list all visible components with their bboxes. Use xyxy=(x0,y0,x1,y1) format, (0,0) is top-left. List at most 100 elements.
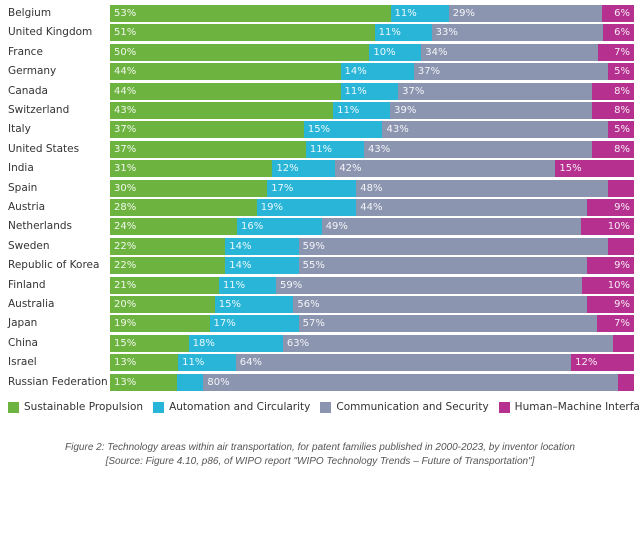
category-label: United States xyxy=(8,142,80,155)
data-label: 8% xyxy=(614,85,630,97)
bar-segment-hmi: 7% xyxy=(597,43,634,61)
data-label: 10% xyxy=(607,221,630,233)
data-label: 31% xyxy=(114,163,137,175)
bar-segment-sp: 24% xyxy=(110,218,238,236)
bar-segment-hmi: 8% xyxy=(592,102,634,119)
stacked-bar-chart: Belgium 53% 11% 29% 6% United Kingdom 51% 11% 33… xyxy=(8,5,634,391)
data-label: 57% xyxy=(302,318,325,330)
bar-row: 13% 11% 64% 12% xyxy=(110,354,634,372)
bar-segment-ac: 10% xyxy=(369,43,422,61)
legend-swatch xyxy=(320,401,332,413)
bar-segment-ac: 17% xyxy=(209,315,299,333)
data-label: 37% xyxy=(417,66,441,78)
bar-segment-sp: 13% xyxy=(110,354,179,372)
bar-row: 53% 11% 29% 6% xyxy=(110,5,634,22)
bar-row: 30% 17% 48% xyxy=(110,179,634,197)
data-label: 33% xyxy=(435,27,458,39)
data-label: 16% xyxy=(241,221,264,233)
bar-row: 13% 80% xyxy=(110,373,634,391)
category-label: Netherlands xyxy=(8,220,73,233)
category-label: Russian Federation xyxy=(8,375,108,388)
data-label: 15% xyxy=(218,299,242,310)
bar-segment-cs: 55% xyxy=(298,257,587,275)
bar-segment-cs: 43% xyxy=(382,121,608,139)
data-label: 49% xyxy=(325,221,348,233)
bar-segment-ac: 14% xyxy=(225,237,299,255)
bar-segment-ac: 15% xyxy=(214,296,294,313)
bar-segment-hmi: 7% xyxy=(597,315,634,333)
data-label: 18% xyxy=(192,337,215,349)
category-label: Germany xyxy=(8,65,57,78)
bar-row: 44% 14% 37% 5% xyxy=(110,63,634,81)
data-label: 11% xyxy=(222,279,246,291)
data-label: 21% xyxy=(114,279,137,291)
bar-row: 31% 12% 42% 15% xyxy=(110,160,634,178)
legend-item-hmi: Human–Machine Interface xyxy=(498,401,640,413)
category-label: India xyxy=(8,162,34,175)
data-label: 13% xyxy=(114,357,137,369)
data-label: 11% xyxy=(337,105,360,116)
bar-row: 15% 18% 63% xyxy=(110,334,634,352)
bar-segment-cs: 37% xyxy=(413,63,608,81)
bar-segment-hmi: 6% xyxy=(602,24,634,42)
data-label: 9% xyxy=(614,299,630,310)
bar-segment-sp: 37% xyxy=(110,121,304,139)
bar-row: 21% 11% 59% 10% xyxy=(110,276,634,294)
bar-segment-ac: 11% xyxy=(178,354,236,372)
data-label: 43% xyxy=(386,124,409,136)
figure-caption: Figure 2: Technology areas within air tr… xyxy=(0,441,640,469)
legend-label: Sustainable Propulsion xyxy=(24,401,144,413)
bar-segment-sp: 13% xyxy=(110,373,178,391)
bar-segment-hmi: 8% xyxy=(592,82,634,100)
data-label: 44% xyxy=(114,85,137,97)
bar-segment-cs: 43% xyxy=(364,140,592,158)
bar-segment-ac: 17% xyxy=(267,179,357,197)
data-label: 14% xyxy=(344,66,367,78)
bar-segment-cs: 56% xyxy=(293,296,587,313)
bar-segment-cs: 59% xyxy=(276,276,583,294)
bar-segment-hmi: 5% xyxy=(607,63,634,81)
data-label: 8% xyxy=(614,143,630,155)
legend-swatch xyxy=(153,401,165,413)
data-label: 15% xyxy=(559,163,582,175)
data-label: 55% xyxy=(302,260,325,272)
bar-segment-hmi: 15% xyxy=(555,160,634,178)
category-label: Finland xyxy=(8,278,46,291)
category-label: Canada xyxy=(8,84,48,97)
bar-segment-hmi xyxy=(607,179,634,197)
data-label: 5% xyxy=(614,124,630,136)
bar-segment-sp: 43% xyxy=(110,102,334,119)
data-label: 53% xyxy=(114,8,137,19)
bar-row: 22% 14% 55% 9% xyxy=(110,257,634,275)
data-label: 48% xyxy=(360,182,383,194)
category-label: Japan xyxy=(8,317,38,330)
bar-segment-cs: 42% xyxy=(335,160,556,178)
bar-row: 20% 15% 56% 9% xyxy=(110,296,634,313)
data-label: 51% xyxy=(114,27,137,39)
data-label: 8% xyxy=(614,105,630,116)
legend-item-sp: Sustainable Propulsion xyxy=(8,401,143,413)
bar-segment-sp: 44% xyxy=(110,63,341,81)
bar-row: 37% 11% 43% 8% xyxy=(110,140,634,158)
data-label: 6% xyxy=(614,8,630,19)
bar-segment-sp: 15% xyxy=(110,334,189,352)
bar-segment-sp: 50% xyxy=(110,43,370,61)
data-label: 37% xyxy=(114,143,137,155)
legend-item-cs: Communication and Security xyxy=(320,401,489,413)
bar-segment-cs: 59% xyxy=(298,237,608,255)
data-label: 7% xyxy=(614,318,630,330)
bar-segment-ac: 11% xyxy=(390,5,449,22)
data-label: 15% xyxy=(307,124,331,136)
bar-segment-sp: 28% xyxy=(110,199,257,216)
bar-segment-hmi: 6% xyxy=(602,5,634,22)
data-label: 42% xyxy=(339,163,362,175)
category-label: Australia xyxy=(8,298,55,310)
data-label: 39% xyxy=(394,105,417,116)
legend: Sustainable Propulsion Automation and Cir… xyxy=(8,401,640,413)
data-label: 44% xyxy=(114,66,137,78)
data-label: 11% xyxy=(344,85,367,97)
data-label: 22% xyxy=(114,260,137,272)
data-label: 64% xyxy=(239,357,262,369)
category-label: United Kingdom xyxy=(8,26,93,39)
bar-segment-ac: 12% xyxy=(272,160,336,178)
